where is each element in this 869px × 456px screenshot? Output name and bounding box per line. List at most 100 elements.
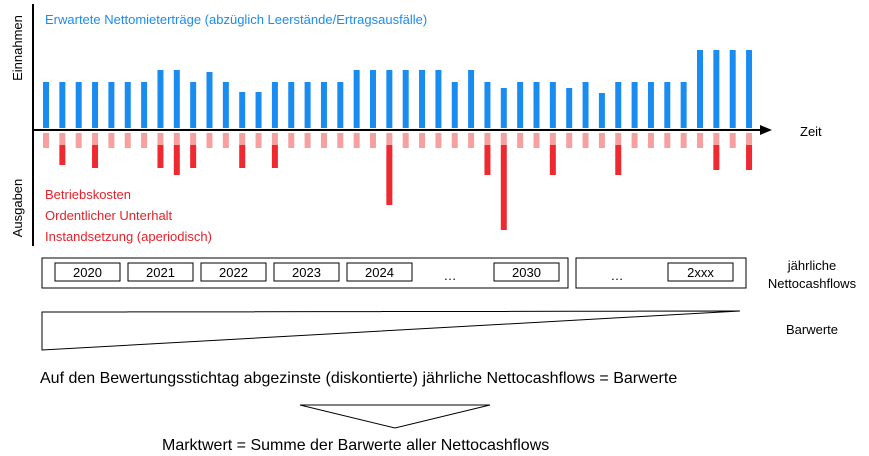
expense-bar-light bbox=[468, 133, 475, 145]
expense-bar bbox=[549, 145, 556, 175]
discount-text: Auf den Bewertungsstichtag abgezinste (d… bbox=[40, 370, 677, 387]
income-bar bbox=[92, 82, 99, 128]
income-bar bbox=[206, 72, 213, 128]
present-value-wedge bbox=[41, 310, 741, 351]
expense-bar bbox=[484, 145, 491, 175]
expense-bar-light bbox=[402, 133, 409, 145]
expense-bar-light bbox=[370, 133, 376, 145]
income-bar bbox=[631, 82, 638, 128]
expense-bar bbox=[124, 145, 131, 148]
income-bar bbox=[582, 82, 589, 128]
expense-bar bbox=[697, 145, 703, 148]
present-value-label: Barwerte bbox=[786, 322, 838, 337]
expense-bar-light bbox=[631, 133, 638, 145]
income-bar bbox=[43, 82, 49, 128]
expense-bar bbox=[566, 145, 573, 148]
year-label: 2xxx bbox=[687, 265, 714, 280]
expense-bar bbox=[75, 145, 82, 148]
income-bar bbox=[75, 82, 82, 128]
expense-bar-light bbox=[271, 133, 278, 145]
years: 2020 2021 2022 2023 2024 … 2030 … 2xxx bbox=[54, 262, 734, 283]
expense-bar-light bbox=[173, 133, 180, 145]
year-box bbox=[54, 262, 121, 282]
expense-bar-light bbox=[239, 133, 246, 145]
income-bar bbox=[697, 50, 703, 128]
expense-bar-light bbox=[222, 133, 229, 145]
expense-bar-light bbox=[484, 133, 491, 145]
expense-bar-light bbox=[255, 133, 262, 145]
year-box bbox=[346, 262, 413, 282]
income-bar bbox=[353, 70, 360, 128]
income-bar bbox=[402, 70, 409, 128]
year-label: 2021 bbox=[146, 265, 175, 280]
expense-bar bbox=[288, 145, 295, 148]
expense-bar-light bbox=[92, 133, 99, 145]
income-bar bbox=[533, 82, 540, 128]
ellipsis: … bbox=[611, 268, 624, 283]
expense-label: Betriebskosten bbox=[45, 187, 131, 202]
expense-bar bbox=[206, 145, 213, 148]
expense-bar-light bbox=[157, 133, 164, 145]
expense-bar bbox=[320, 145, 327, 148]
expense-bar-light bbox=[124, 133, 131, 145]
income-bar bbox=[713, 50, 720, 128]
expense-bar bbox=[386, 145, 393, 205]
expense-bar-light bbox=[615, 133, 622, 145]
income-bar bbox=[320, 82, 327, 128]
timeline-box bbox=[41, 257, 569, 289]
expense-bar bbox=[729, 145, 736, 148]
expense-bar-light bbox=[304, 133, 311, 145]
income-bar bbox=[566, 88, 573, 128]
cashflow-label: Nettocashflows bbox=[768, 276, 857, 291]
expense-bar bbox=[108, 145, 115, 148]
expense-bar-light bbox=[664, 133, 671, 145]
income-bar bbox=[59, 82, 66, 128]
expense-bar bbox=[582, 145, 589, 148]
year-label: 2024 bbox=[365, 265, 394, 280]
year-label: 2020 bbox=[73, 265, 102, 280]
income-bar bbox=[304, 82, 311, 128]
income-bar bbox=[255, 92, 262, 128]
expense-bar-light bbox=[598, 133, 605, 145]
income-bar bbox=[500, 88, 507, 128]
income-bar bbox=[435, 70, 442, 128]
expense-bar-light bbox=[43, 133, 49, 145]
y-label-top: Einnahmen bbox=[10, 15, 25, 81]
expense-bar bbox=[173, 145, 180, 175]
income-bar bbox=[157, 70, 164, 128]
expense-bar bbox=[746, 145, 753, 170]
income-bar bbox=[615, 82, 622, 128]
expense-bar bbox=[255, 145, 262, 148]
arrow-head bbox=[760, 125, 772, 135]
expense-bar-light bbox=[386, 133, 393, 145]
income-bar bbox=[124, 82, 131, 128]
expense-bar bbox=[370, 145, 376, 148]
expense-bar bbox=[59, 145, 66, 165]
expense-bar-light bbox=[337, 133, 344, 145]
income-bar bbox=[288, 82, 295, 128]
expense-bar-light bbox=[582, 133, 589, 145]
expense-bar bbox=[141, 145, 148, 148]
year-label: 2023 bbox=[292, 265, 321, 280]
expense-bar bbox=[517, 145, 524, 148]
expense-bar bbox=[353, 145, 360, 148]
income-bar bbox=[549, 82, 556, 128]
expense-bar bbox=[451, 145, 458, 148]
year-label: 2022 bbox=[219, 265, 248, 280]
expense-bar bbox=[402, 145, 409, 148]
timeline-box bbox=[575, 257, 747, 289]
expense-bar-light bbox=[288, 133, 295, 145]
expense-bar-light bbox=[206, 133, 213, 145]
income-bar bbox=[190, 82, 197, 128]
year-label: 2030 bbox=[512, 265, 541, 280]
expense-bar bbox=[468, 145, 475, 148]
income-bar bbox=[386, 70, 393, 128]
income-bar bbox=[239, 92, 246, 128]
expense-bar bbox=[304, 145, 311, 148]
bars bbox=[43, 50, 753, 230]
year-box bbox=[273, 262, 340, 282]
x-label: Zeit bbox=[800, 124, 822, 139]
expense-bar bbox=[664, 145, 671, 148]
expense-bar bbox=[157, 145, 164, 168]
year-box bbox=[127, 262, 194, 282]
